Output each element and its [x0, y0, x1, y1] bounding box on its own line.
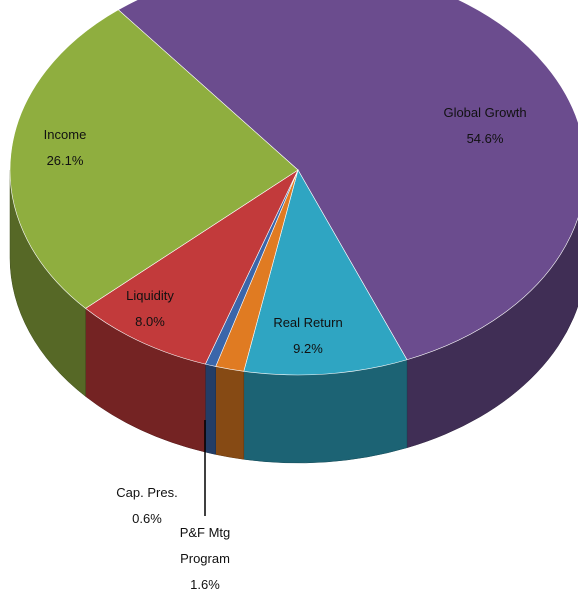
- category-label: P&F Mtg Program: [179, 525, 231, 566]
- slice-side: [243, 359, 408, 464]
- slice-label: P&F Mtg Program 1.6%: [165, 520, 245, 594]
- value-label: 9.2%: [293, 341, 323, 356]
- slice-label: Cap. Pres. 0.6%: [102, 480, 192, 532]
- slice: [85, 169, 299, 365]
- category-label: Global Growth: [443, 105, 527, 120]
- category-label: Real Return: [273, 315, 343, 330]
- slice: [117, 0, 578, 361]
- category-label: Liquidity: [126, 288, 174, 303]
- value-label: 8.0%: [135, 314, 165, 329]
- value-label: 1.6%: [190, 577, 220, 592]
- value-label: 54.6%: [466, 131, 504, 146]
- slice-label: Liquidity 8.0%: [105, 283, 195, 335]
- category-label: Income: [43, 127, 87, 142]
- category-label: Cap. Pres.: [116, 485, 178, 500]
- value-label: 26.1%: [46, 153, 84, 168]
- slice-label: Income 26.1%: [20, 122, 110, 174]
- slice-label: Global Growth 54.6%: [420, 100, 550, 152]
- slice-side: [205, 363, 216, 455]
- slice-label: Real Return 9.2%: [243, 310, 373, 362]
- value-label: 0.6%: [132, 511, 162, 526]
- slice-side: [215, 366, 245, 460]
- slice: [243, 169, 408, 376]
- slice: [9, 9, 299, 309]
